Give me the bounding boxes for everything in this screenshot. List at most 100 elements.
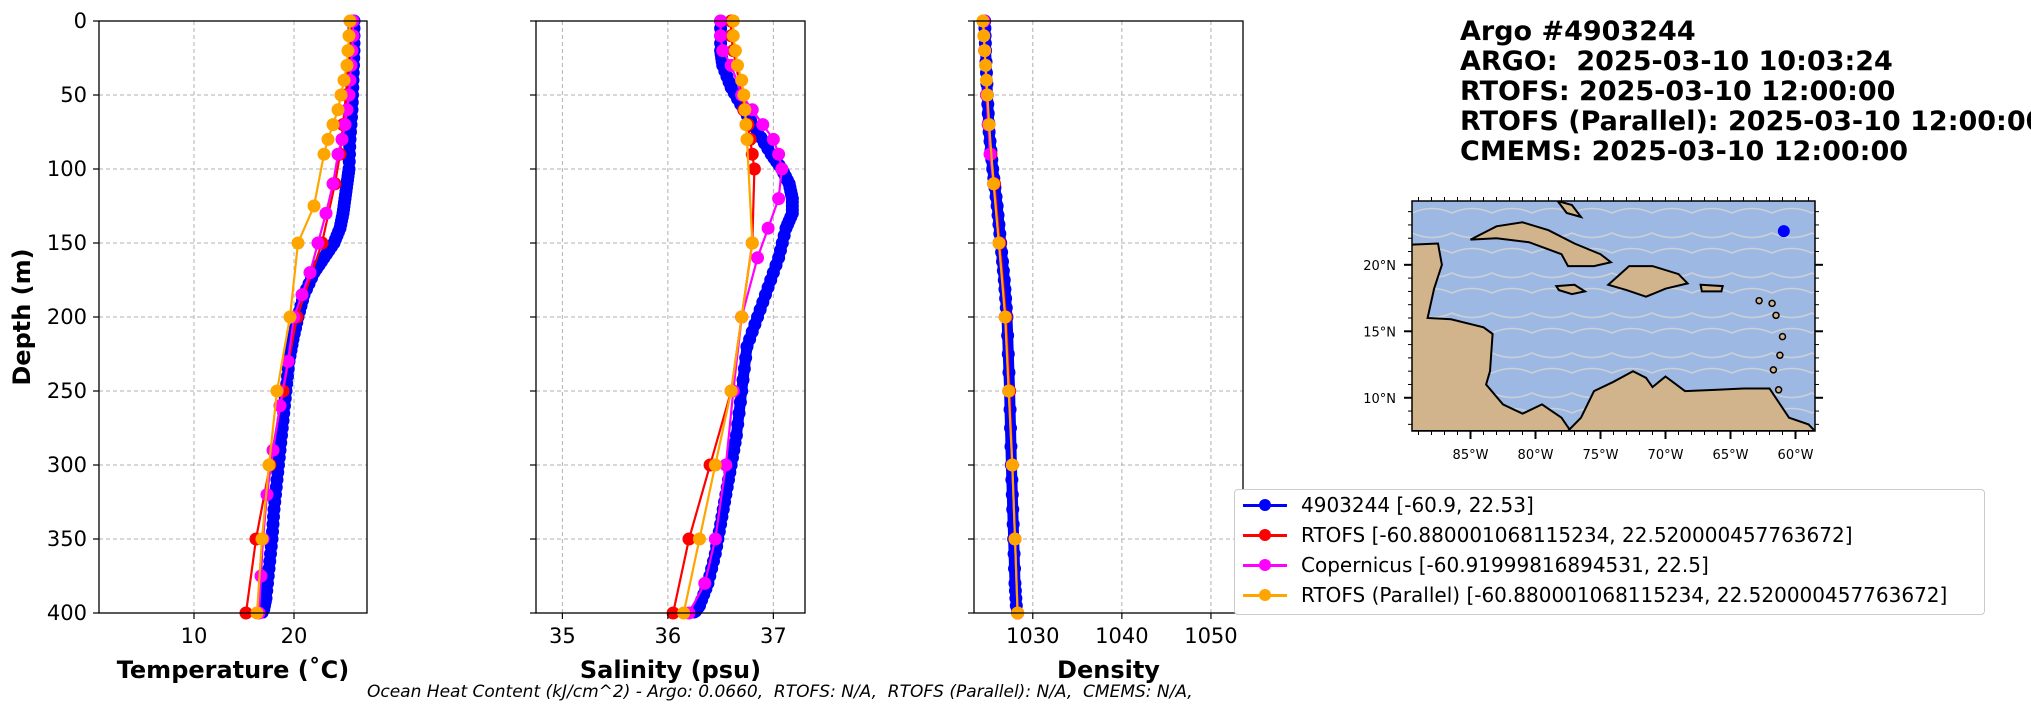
data-point-argo [733,395,747,409]
legend-item-argo: 4903244 [-60.9, 22.53] [1243,490,1534,520]
legend-label-argo: 4903244 [-60.9, 22.53] [1301,493,1534,517]
data-point-argo [1006,517,1020,531]
y-tick-label: 100 [47,157,87,181]
data-point-rtofs-parallel [340,58,354,72]
data-point-rtofs-parallel [998,310,1012,324]
profile-panel-salinity: 35 36 37 Salinity (psu) [530,14,806,684]
data-point-argo [739,351,753,365]
data-point-rtofs-parallel [745,236,759,250]
data-point-copernicus [714,29,728,43]
y-axis-label: Depth (m) [8,248,36,385]
data-point-rtofs-parallel [979,73,993,87]
data-point-rtofs-parallel [270,384,284,398]
data-point-copernicus [295,288,309,302]
x-tick-label: 1050 [1184,624,1237,648]
data-point-copernicus [716,44,730,58]
data-point-argo [732,406,746,420]
rtofs-parallel-time: RTOFS (Parallel): 2025-03-10 12:00:00 [1460,106,2031,137]
cmems-time: CMEMS: 2025-03-10 12:00:00 [1460,136,1909,167]
legend-label-rtofs: RTOFS [-60.880001068115234, 22.520000457… [1301,523,1853,547]
x-tick-label: 1040 [1095,624,1148,648]
data-point-rtofs-parallel [317,147,331,161]
data-point-copernicus [319,206,333,220]
data-point-rtofs-parallel [726,29,740,43]
map-lat-label: 15°N [1363,325,1396,340]
land-jamaica [1554,283,1588,296]
ocean-heat-content-caption: Ocean Heat Content (kJ/cm^2) - Argo: 0.0… [367,682,1193,702]
data-point-copernicus [338,118,352,132]
data-point-copernicus [719,458,733,472]
data-point-copernicus [983,147,997,161]
y-tick-label: 350 [47,527,87,551]
data-point-rtofs-parallel [735,73,749,87]
data-point-rtofs [682,532,696,546]
land-south-america [1566,370,1815,431]
argo-time: ARGO: 2025-03-10 10:03:24 [1460,46,1893,77]
land-island [1769,366,1778,374]
legend-marker-rtofs [1243,528,1287,541]
x-tick-label: 20 [281,624,308,648]
data-point-rtofs-parallel [334,88,348,102]
legend-label-rtofs-parallel: RTOFS (Parallel) [-60.880001068115234, 2… [1301,583,1948,607]
data-point-argo [1008,562,1022,576]
map-lon-label: 75°W [1583,448,1619,463]
data-point-rtofs-parallel [341,44,355,58]
legend-item-copernicus: Copernicus [-60.91999816894531, 22.5] [1243,550,1709,580]
data-point-rtofs-parallel [1008,532,1022,546]
data-point-rtofs-parallel [730,58,744,72]
land-cuba [1470,221,1614,268]
land-bahamas [1556,201,1584,219]
data-point-copernicus [331,147,345,161]
map-lon-label: 85°W [1453,448,1489,463]
legend-label-copernicus: Copernicus [-60.91999816894531, 22.5] [1301,553,1709,577]
legend-marker-rtofs-parallel [1243,588,1287,601]
y-tick-label: 300 [47,453,87,477]
data-point-rtofs-parallel [693,532,707,546]
rtofs-time: RTOFS: 2025-03-10 12:00:00 [1460,76,1896,107]
inset-map: 85°W 80°W 75°W 70°W 65°W 60°W 10°N 15°N 20°N [1363,197,1823,463]
data-point-rtofs-parallel [342,29,356,43]
map-lon-label: 65°W [1713,448,1749,463]
data-point-rtofs-parallel [979,58,993,72]
data-point-rtofs-parallel [992,236,1006,250]
data-point-argo [1007,547,1021,561]
x-axis-label: Density [1057,656,1160,684]
data-point-rtofs-parallel [1002,384,1016,398]
data-point-copernicus [340,103,354,117]
data-point-copernicus [326,177,340,191]
data-point-copernicus [766,132,780,146]
profile-panel-temperature: 10 20050100150200250300350400Temperature … [8,9,368,684]
y-tick-label: 200 [47,305,87,329]
y-tick-label: 250 [47,379,87,403]
data-point-rtofs-parallel [326,118,340,132]
data-point-rtofs-parallel [740,132,754,146]
data-point-argo [737,362,751,376]
data-point-argo [736,373,750,387]
data-point-copernicus [756,118,770,132]
legend-item-rtofs: RTOFS [-60.880001068115234, 22.520000457… [1243,520,1853,550]
x-axis-label: Temperature (˚C) [117,656,350,684]
data-point-rtofs-parallel [738,103,752,117]
data-point-rtofs-parallel [739,118,753,132]
land-island [1755,296,1763,305]
land-island [1768,299,1776,308]
data-point-copernicus [335,132,349,146]
data-point-rtofs-parallel [1005,458,1019,472]
legend-marker-copernicus [1243,558,1287,571]
data-point-copernicus [281,354,295,368]
data-point-copernicus [254,569,268,583]
data-point-copernicus [311,236,325,250]
data-point-rtofs-parallel [283,310,297,324]
land-island [1776,351,1784,359]
data-point-rtofs-parallel [262,458,276,472]
land-island [1772,311,1780,320]
data-point-copernicus [751,251,765,265]
x-tick-label: 35 [549,624,576,648]
data-point-rtofs-parallel [724,384,738,398]
data-point-rtofs-parallel [255,532,269,546]
legend: 4903244 [-60.9, 22.53] RTOFS [-60.880001… [1234,489,1985,615]
map-lat-label: 10°N [1363,392,1396,407]
land-island [1778,332,1787,341]
map-lon-label: 80°W [1518,448,1554,463]
land-puerto-rico [1699,283,1724,293]
